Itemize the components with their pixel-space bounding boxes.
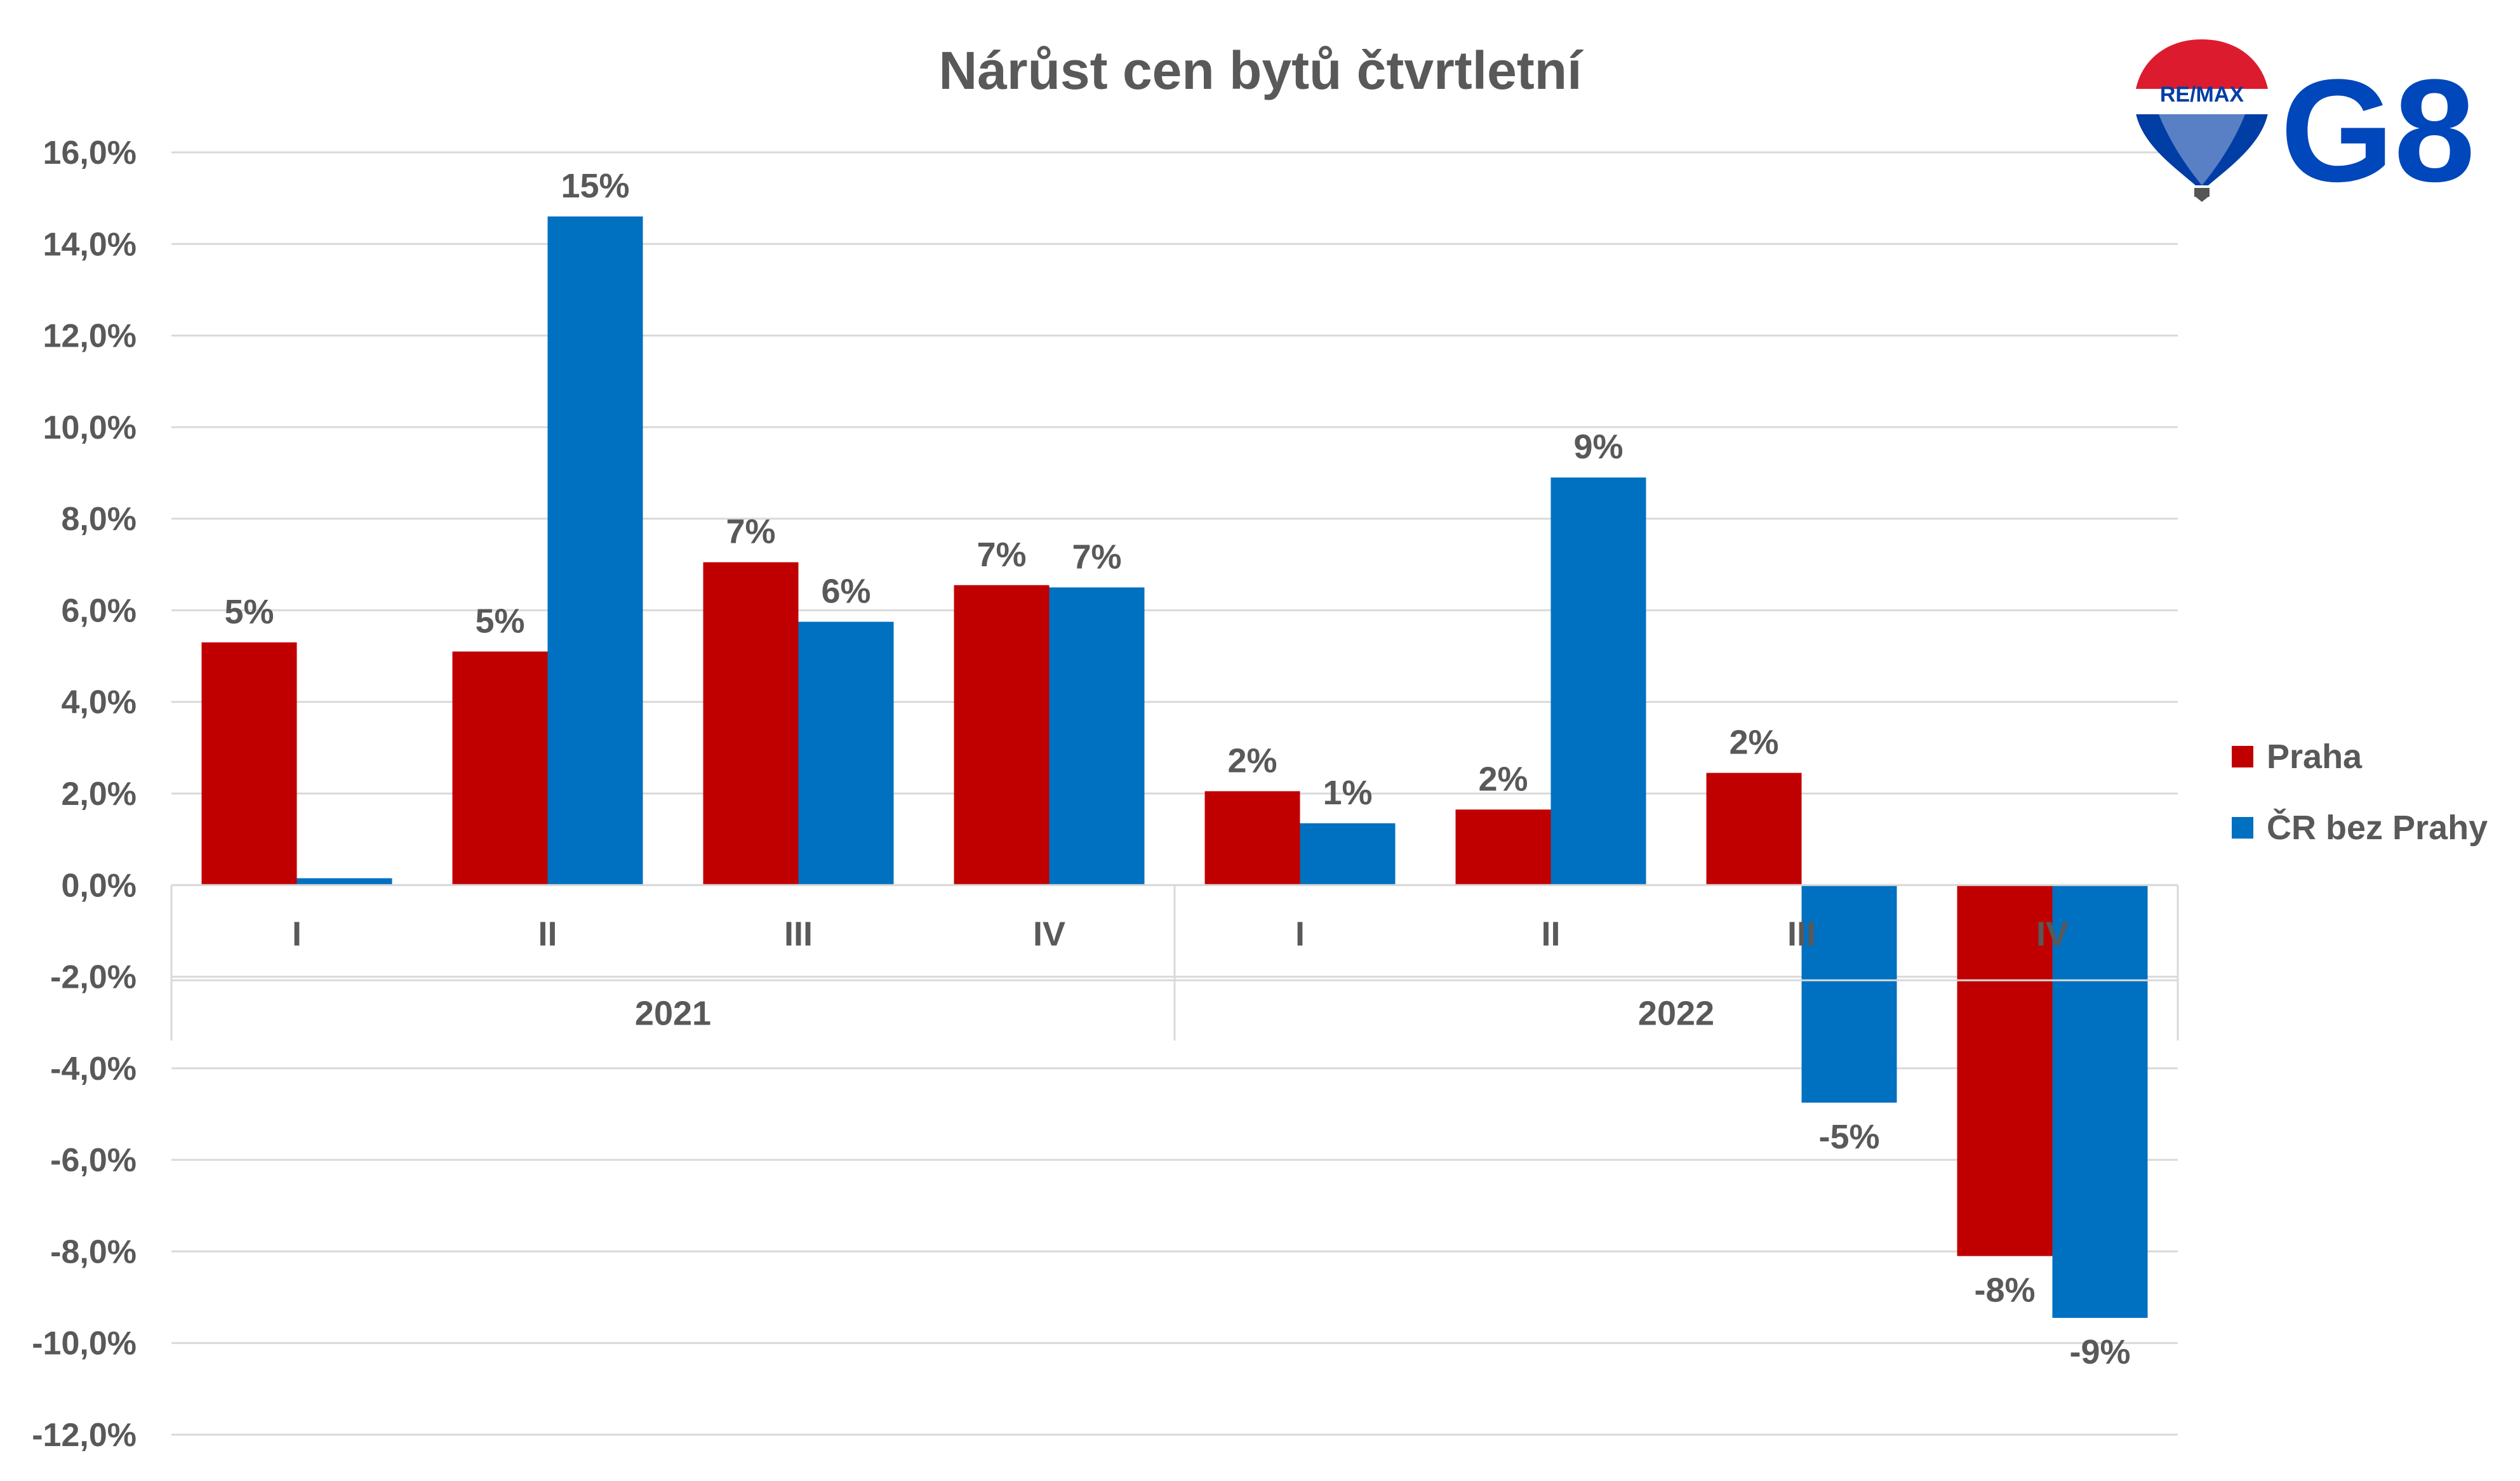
bar-cr-bez-prahy bbox=[547, 216, 643, 886]
chart-title: Nárůst cen bytů čtvrtletní bbox=[939, 41, 1584, 100]
y-tick-label: -2,0% bbox=[50, 959, 137, 996]
data-label: 5% bbox=[224, 593, 274, 631]
bar-cr-bez-prahy bbox=[297, 878, 392, 886]
legend: Praha ČR bez Prahy bbox=[2232, 738, 2488, 847]
x-category-label: III bbox=[784, 915, 813, 953]
bar-praha bbox=[1455, 809, 1551, 886]
data-label: -5% bbox=[1818, 1118, 1879, 1156]
data-label: 15% bbox=[561, 167, 629, 205]
bar-praha bbox=[1706, 773, 1802, 886]
bar-cr-bez-prahy bbox=[1801, 885, 1897, 1103]
bar-praha bbox=[703, 562, 799, 886]
bar-praha bbox=[1957, 885, 2053, 1256]
legend-swatch-cr-bez-prahy bbox=[2232, 817, 2253, 839]
y-tick-label: 6,0% bbox=[61, 592, 137, 629]
x-group-label: 2022 bbox=[1638, 994, 1714, 1032]
bar-praha bbox=[1204, 791, 1300, 886]
data-label: 2% bbox=[1478, 760, 1528, 798]
y-tick-label: -10,0% bbox=[32, 1325, 137, 1362]
x-category-label: I bbox=[1295, 915, 1305, 953]
legend-label-praha: Praha bbox=[2267, 738, 2363, 776]
bar-praha bbox=[201, 642, 297, 886]
y-tick-label: 12,0% bbox=[43, 318, 137, 355]
bar-cr-bez-prahy bbox=[1550, 477, 1646, 886]
legend-swatch-praha bbox=[2232, 746, 2253, 767]
y-tick-label: 10,0% bbox=[43, 409, 137, 446]
data-label: -8% bbox=[1974, 1272, 2035, 1310]
data-label: 7% bbox=[726, 513, 775, 551]
data-label: 7% bbox=[1072, 538, 1121, 576]
remax-logo-text: RE/MAX bbox=[2160, 83, 2244, 107]
x-category-label: II bbox=[538, 915, 557, 953]
gridlines bbox=[171, 151, 2178, 1436]
remax-balloon-logo: RE/MAX bbox=[2135, 39, 2269, 202]
data-label: 5% bbox=[475, 602, 524, 640]
legend-label-cr-bez-prahy: ČR bez Prahy bbox=[2267, 808, 2488, 847]
bars bbox=[201, 216, 2148, 1318]
x-category-label: IV bbox=[2036, 915, 2069, 953]
bar-praha bbox=[452, 651, 548, 886]
y-tick-label: -6,0% bbox=[50, 1142, 137, 1179]
data-label: 2% bbox=[1227, 741, 1277, 780]
y-tick-label: 8,0% bbox=[61, 501, 137, 538]
y-tick-label: 16,0% bbox=[43, 135, 137, 171]
y-tick-label: -12,0% bbox=[32, 1417, 137, 1454]
g8-logo: G8 bbox=[2281, 49, 2476, 212]
x-category-label: III bbox=[1787, 915, 1816, 953]
bar-cr-bez-prahy bbox=[798, 621, 894, 886]
y-axis-tick-labels: 16,0% 14,0% 12,0% 10,0% 8,0% 6,0% 4,0% 2,0% 0,0%… bbox=[32, 135, 137, 1454]
x-category-label: I bbox=[292, 915, 302, 953]
data-label: 7% bbox=[977, 536, 1026, 574]
bar-cr-bez-prahy bbox=[1300, 823, 1396, 886]
y-tick-label: 2,0% bbox=[61, 776, 137, 813]
bar-cr-bez-prahy bbox=[2052, 885, 2148, 1318]
data-label: 6% bbox=[821, 572, 870, 610]
x-category-label: IV bbox=[1033, 915, 1065, 953]
x-category-label: II bbox=[1541, 915, 1560, 953]
data-label: 1% bbox=[1323, 774, 1372, 812]
y-tick-label: 0,0% bbox=[61, 867, 137, 904]
data-label: 9% bbox=[1573, 428, 1623, 466]
data-labels: 5% 5% 7% 7% 2% 2% 2% -8% 15% 6% 7% 1% 9% -5% -9% bbox=[224, 167, 2130, 1371]
y-tick-label: 14,0% bbox=[43, 226, 137, 263]
x-group-label: 2021 bbox=[635, 994, 711, 1032]
y-tick-label: -4,0% bbox=[50, 1051, 137, 1087]
y-tick-label: -8,0% bbox=[50, 1233, 137, 1270]
data-label: 2% bbox=[1729, 724, 1778, 762]
data-label: -9% bbox=[2069, 1333, 2130, 1371]
bar-praha bbox=[954, 585, 1050, 886]
bar-cr-bez-prahy bbox=[1049, 587, 1145, 886]
y-tick-label: 4,0% bbox=[61, 684, 137, 721]
